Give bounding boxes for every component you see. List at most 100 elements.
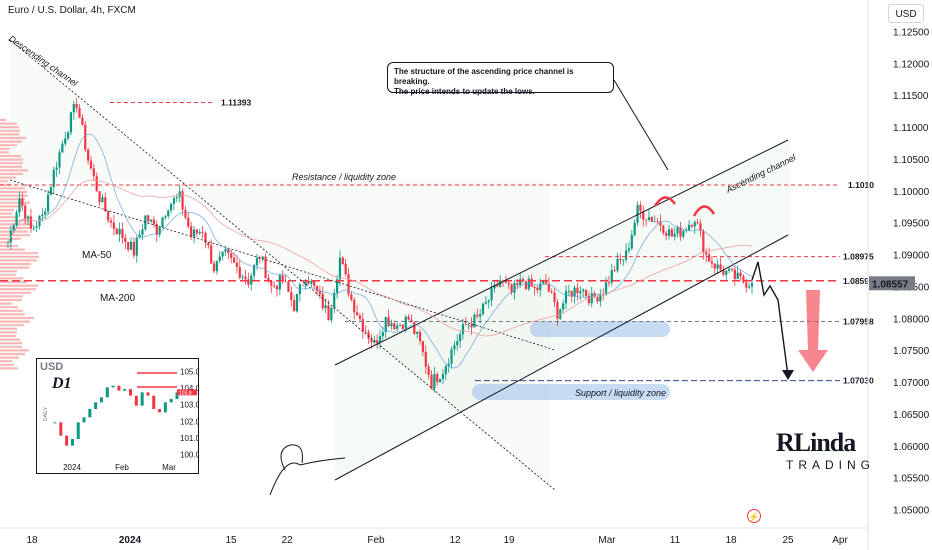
candle-body	[129, 241, 133, 250]
candle-body	[685, 230, 688, 232]
candle-body	[135, 237, 138, 256]
candle-body	[281, 275, 284, 282]
candle-body	[745, 282, 748, 288]
candle-body	[707, 254, 711, 262]
ascending-channel-fill	[335, 140, 790, 480]
inset-y-tick: 100.00	[180, 451, 198, 460]
price-axis-tick: 1.10000	[893, 187, 930, 198]
candle-body	[725, 270, 728, 275]
candle-body	[570, 291, 573, 297]
descending-channel-fill	[10, 40, 550, 490]
candle-body	[667, 229, 671, 236]
inset-candle	[163, 402, 167, 413]
candle-body	[198, 232, 201, 234]
candle-body	[201, 232, 204, 233]
candle-body	[192, 229, 196, 237]
candle-body	[459, 334, 462, 342]
candle-body	[456, 341, 459, 346]
candle-body	[324, 305, 327, 309]
left-peak-arc	[653, 196, 677, 207]
candle-body	[104, 197, 107, 212]
candle-body	[167, 210, 170, 217]
price-axis-tick: 1.08000	[893, 314, 930, 325]
candle-body	[215, 260, 218, 272]
candle-body	[610, 270, 613, 283]
inset-price-badge-label: 103.8	[179, 390, 192, 396]
candle-body	[547, 283, 550, 292]
candle-body	[6, 242, 10, 244]
candle-body	[275, 286, 279, 290]
price-axis-tick: 1.07000	[893, 378, 930, 389]
ascending-channel-lower	[334, 234, 789, 481]
candle-body	[207, 242, 210, 246]
price-axis-tick: 1.12500	[893, 28, 930, 39]
price-level-label: 1.11393	[221, 98, 252, 108]
candle-body	[447, 363, 450, 367]
candle-body	[298, 284, 301, 294]
price-level-label: 1.1010	[848, 180, 874, 190]
candle-body	[376, 340, 379, 344]
big-down-arrow	[798, 290, 828, 372]
price-axis-tick: 1.05000	[893, 506, 930, 517]
price-axis-tick: 1.12000	[893, 59, 930, 70]
inset-candle	[169, 399, 173, 403]
inset-y-tick: 103.00	[180, 401, 198, 410]
inset-x-tick: 2024	[63, 463, 81, 472]
candle-body	[115, 228, 118, 235]
candle-body	[44, 211, 47, 215]
candle-body	[247, 279, 250, 285]
currency-button[interactable]: USD	[888, 4, 924, 23]
lightning-icon[interactable]: ⚡	[747, 509, 761, 523]
candle-body	[290, 292, 293, 301]
price-axis-tick: 1.06000	[893, 442, 930, 453]
candle-body	[107, 211, 110, 221]
forecast-arrow-head	[782, 370, 794, 380]
candle-body	[398, 324, 402, 326]
candle-body	[361, 318, 364, 332]
inset-y-tick: 101.00	[180, 434, 198, 443]
candle-body	[590, 293, 593, 304]
candle-body	[301, 284, 304, 286]
candle-body	[696, 222, 699, 224]
time-axis-tick: Apr	[832, 535, 848, 546]
candle-body	[742, 276, 745, 283]
candle-body	[66, 132, 70, 139]
candle-body	[576, 287, 579, 294]
candle-body	[499, 280, 502, 287]
inset-candle	[99, 397, 103, 403]
candle-body	[639, 204, 642, 212]
candle-body	[98, 191, 101, 203]
inset-candle	[123, 389, 127, 391]
candle-body	[210, 245, 213, 264]
support-zone-rect	[472, 384, 670, 400]
candle-body	[124, 238, 127, 243]
price-axis-tick: 1.09000	[893, 251, 930, 262]
candle-body	[710, 261, 714, 264]
candle-body	[607, 282, 611, 284]
inset-candle	[140, 392, 144, 406]
descending-channel-lower	[9, 179, 556, 351]
time-axis-tick: 19	[503, 535, 515, 546]
liquidity-zone-upper	[530, 321, 670, 337]
candle-body	[178, 191, 181, 198]
candle-body	[699, 223, 702, 232]
candle-body	[507, 282, 510, 285]
candle-body	[593, 293, 596, 298]
ma200-label: MA-200	[100, 293, 135, 304]
candle-body	[121, 228, 124, 239]
candle-body	[69, 112, 73, 133]
inset-x-tick: Feb	[115, 463, 129, 472]
inset-candle	[158, 409, 162, 413]
candle-body	[327, 305, 330, 321]
inset-candle	[134, 395, 138, 406]
candle-body	[656, 221, 659, 223]
candle-body	[58, 152, 61, 168]
price-level-label: 1.07030	[843, 376, 874, 386]
candle-body	[330, 307, 333, 321]
inset-candle	[175, 392, 179, 399]
candle-body	[418, 331, 422, 342]
candle-body	[490, 288, 493, 301]
time-axis-tick: Mar	[598, 535, 616, 546]
time-axis-tick: 22	[281, 535, 293, 546]
